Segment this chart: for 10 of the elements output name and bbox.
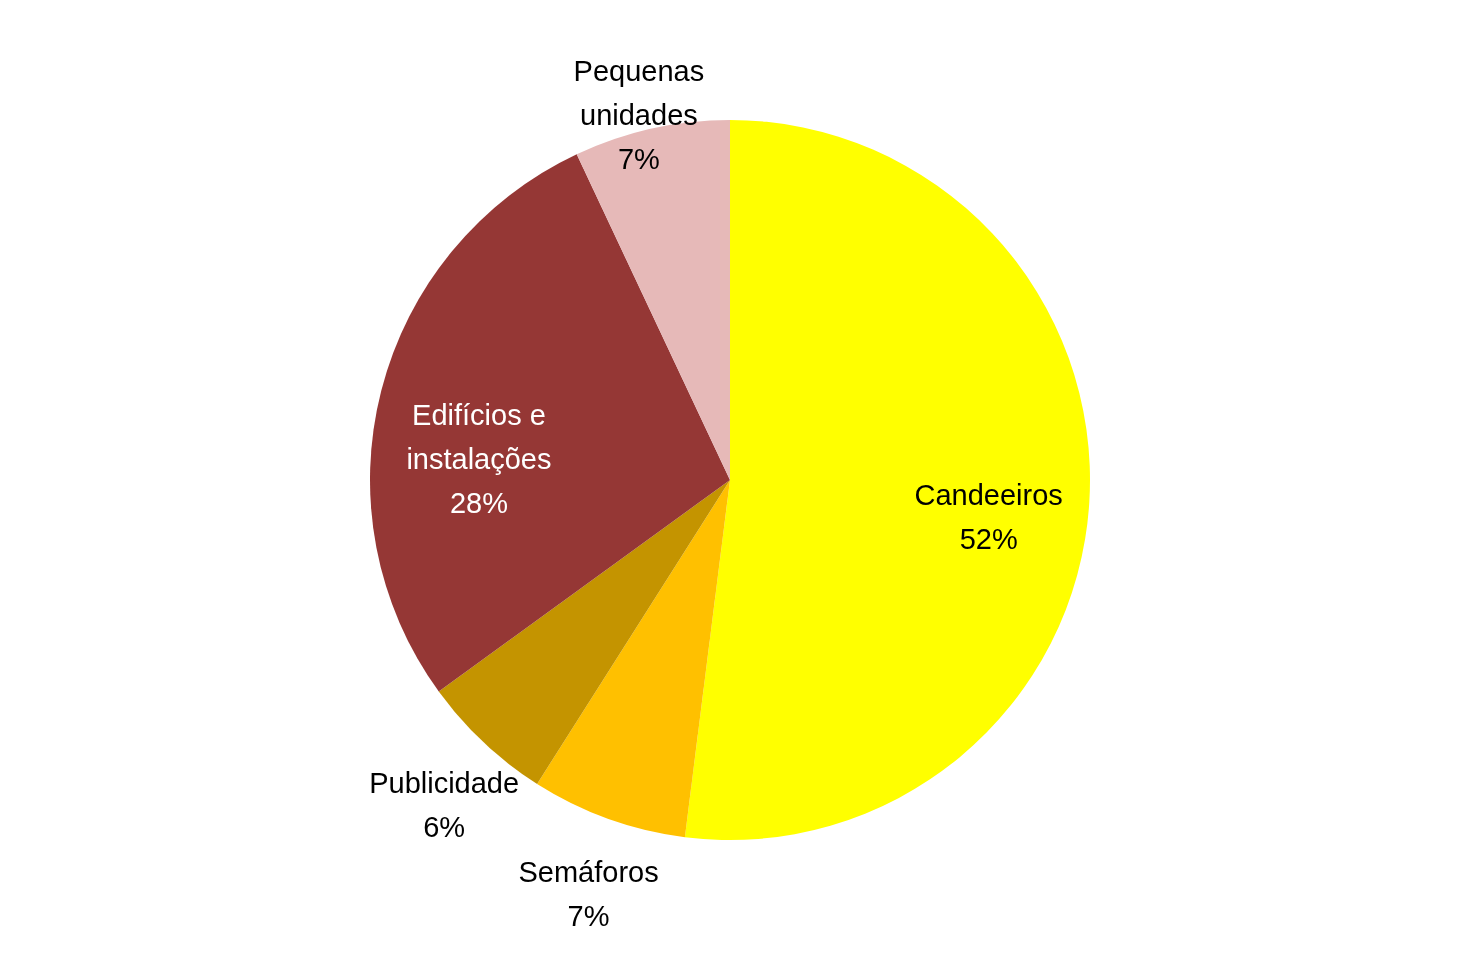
data-label: 28%: [449, 486, 508, 519]
slice-label: Semáforos: [518, 855, 659, 888]
data-label: 7%: [567, 899, 610, 932]
slice-label: Pequenas unidades: [573, 55, 705, 132]
slice-label: Candeeiros: [914, 479, 1063, 512]
data-label: 6%: [423, 811, 466, 844]
data-label: 52%: [959, 523, 1018, 556]
data-label: 7%: [617, 143, 660, 176]
slice-label: Edifícios e instalações: [406, 398, 552, 475]
slice-label: Publicidade: [369, 767, 520, 800]
